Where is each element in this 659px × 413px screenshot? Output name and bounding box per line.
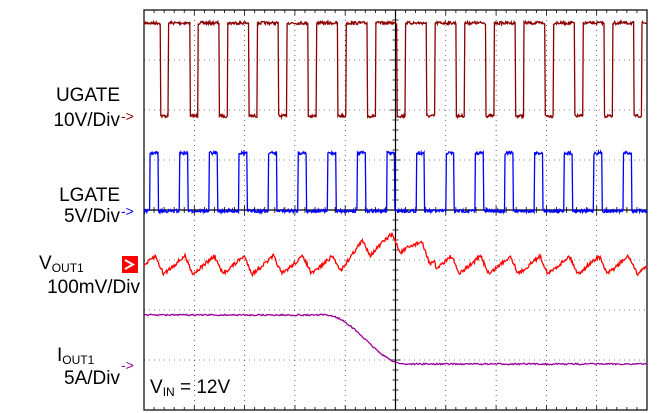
iout-label: IOUT1 [57,345,95,367]
lgate-marker: -> [121,203,134,219]
ugate-label: UGATE [56,85,120,106]
lgate-trace [143,149,648,215]
vout-marker [122,256,138,273]
ugate-trace [143,18,648,120]
ugate-marker: -> [121,108,134,124]
iout-marker: -> [121,357,134,373]
waveform-traces [143,18,648,366]
iout-scale: 5A/Div [64,368,120,389]
ugate-scale: 10V/Div [53,110,120,131]
vout-trace [143,232,648,278]
iout-trace [143,313,648,366]
vout-scale: 100mV/Div [47,277,140,298]
lgate-scale: 5V/Div [64,206,120,227]
lgate-label: LGATE [59,185,120,206]
vin-annotation: VIN = 12V [150,377,230,399]
vout-label: VOUT1 [39,253,84,275]
